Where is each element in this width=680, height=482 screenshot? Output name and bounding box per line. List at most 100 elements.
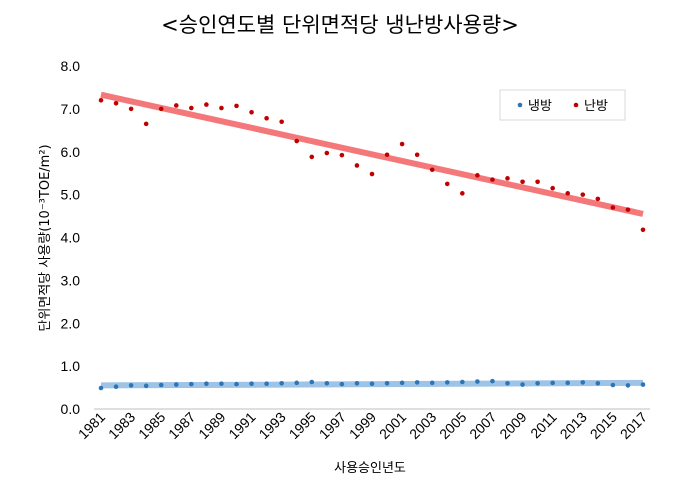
x-axis-ticks: 1981198319851987198919911993199519971999… [75,409,650,442]
point-heating [580,192,586,197]
point-heating [354,163,360,168]
point-heating [294,138,300,144]
point-heating [565,191,571,196]
x-axis-title: 사용승인년도 [334,461,406,476]
point-cooling [475,379,480,384]
legend-label-heating: 난방 [584,99,608,114]
x-tick-label: 1985 [135,409,168,442]
y-tick-label: 7.0 [61,101,81,117]
point-cooling [339,381,345,387]
legend-label-cooling: 냉방 [528,99,552,114]
point-cooling [173,382,179,387]
x-tick-label: 1997 [316,409,349,442]
point-heating [309,154,315,160]
point-cooling [505,380,510,386]
point-heating [339,152,345,158]
legend-marker-heating [573,102,579,108]
trendlines [100,91,644,389]
point-heating [128,106,134,112]
point-cooling [460,379,465,385]
point-cooling [128,383,134,388]
y-tick-label: 2.0 [61,315,81,331]
x-tick-label: 2005 [436,409,469,442]
x-tick-label: 1989 [195,409,228,442]
point-heating [249,110,254,115]
point-heating [384,152,390,158]
point-cooling [264,381,269,387]
point-cooling [550,380,555,386]
point-heating [98,98,104,103]
point-cooling [113,384,119,390]
data-points [98,98,646,391]
point-heating [460,191,465,196]
x-tick-label: 1993 [255,409,288,442]
point-heating [550,185,555,191]
point-cooling [309,379,315,385]
point-cooling [444,380,450,385]
point-cooling [294,380,300,386]
point-cooling [610,382,616,388]
x-tick-label: 1991 [225,409,258,442]
legend-marker-cooling [517,102,523,108]
point-cooling [219,381,224,387]
point-heating [324,150,330,156]
point-heating [158,106,164,112]
point-heating [234,103,239,109]
x-tick-label: 2001 [376,409,409,442]
point-heating [610,205,616,210]
point-heating [204,102,209,107]
y-tick-label: 4.0 [61,230,81,246]
x-tick-label: 2011 [527,409,560,442]
point-heating [535,179,540,185]
point-heating [189,105,194,111]
point-cooling [279,380,284,386]
point-heating [520,179,525,185]
point-heating [113,101,119,106]
point-cooling [384,380,390,386]
point-cooling [399,380,405,386]
y-tick-label: 0.0 [61,401,81,417]
point-heating [429,167,435,173]
point-heating [399,141,405,147]
point-cooling [143,383,149,389]
point-cooling [189,381,194,387]
y-tick-label: 6.0 [61,144,81,160]
point-cooling [158,382,164,388]
x-tick-label: 1999 [346,409,379,442]
y-tick-label: 1.0 [61,358,81,374]
point-cooling [520,382,525,387]
point-cooling [429,380,435,386]
point-cooling [580,380,586,385]
trendline-heating [100,91,644,217]
point-cooling [369,381,375,387]
point-heating [595,196,601,202]
point-heating [414,152,420,158]
point-cooling [354,380,360,386]
point-heating [640,227,646,233]
point-cooling [640,382,646,387]
chart-title: <승인연도별 단위면적당 냉난방사용량> [161,13,519,37]
point-cooling [234,381,239,387]
point-cooling [414,380,420,385]
point-heating [219,105,224,111]
x-tick-label: 2009 [496,409,529,442]
y-tick-label: 5.0 [61,187,81,203]
point-cooling [249,381,254,387]
point-cooling [324,380,330,386]
x-tick-label: 2003 [406,409,439,442]
legend: 냉방 난방 [499,89,626,121]
point-heating [625,207,631,212]
x-tick-label: 1987 [165,409,198,442]
point-cooling [535,380,540,386]
point-cooling [98,385,104,391]
point-cooling [565,380,571,386]
y-tick-label: 3.0 [61,272,81,288]
x-tick-label: 2017 [617,409,650,442]
point-heating [490,177,495,182]
point-heating [444,181,450,187]
point-heating [279,119,284,125]
point-heating [505,176,510,181]
y-axis-ticks: 0.0 1.0 2.0 3.0 4.0 5.0 6.0 7.0 8.0 [61,58,81,417]
point-cooling [595,380,601,386]
